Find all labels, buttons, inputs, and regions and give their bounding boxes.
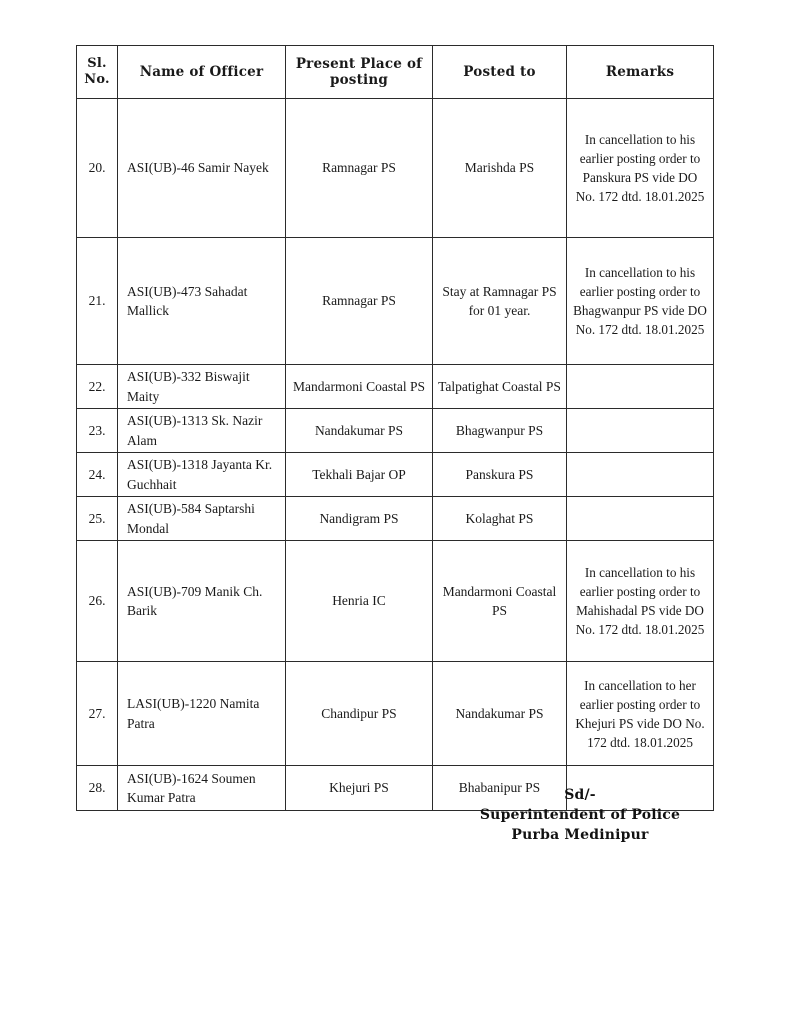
cell-posted-to: Talpatighat Coastal PS (432, 364, 567, 409)
cell-remarks: In cancellation to his earlier posting o… (566, 98, 714, 238)
cell-posted-to: Kolaghat PS (432, 496, 567, 541)
posting-table: Sl. No. Name of Officer Present Place of… (76, 45, 714, 811)
cell-remarks (566, 408, 714, 453)
cell-officer-name: ASI(UB)-1313 Sk. Nazir Alam (117, 408, 286, 453)
cell-present-place: Chandipur PS (285, 661, 433, 766)
cell-posted-to: Nandakumar PS (432, 661, 567, 766)
cell-present-place: Khejuri PS (285, 765, 433, 811)
signature-designation: Superintendent of Police (479, 806, 681, 823)
cell-officer-name: ASI(UB)-332 Biswajit Maity (117, 364, 286, 409)
column-header-posted-to: Posted to (432, 45, 567, 99)
cell-posted-to: Bhabanipur PS (432, 765, 567, 811)
column-header-sl-no-line2: No. (84, 72, 110, 87)
cell-sl-no: 21. (76, 237, 118, 365)
table-row: 26. ASI(UB)-709 Manik Ch. Barik Henria I… (76, 540, 714, 662)
cell-officer-name: ASI(UB)-584 Saptarshi Mondal (117, 496, 286, 541)
cell-sl-no: 28. (76, 765, 118, 811)
table-row: 23. ASI(UB)-1313 Sk. Nazir Alam Nandakum… (76, 408, 714, 453)
table-row: 28. ASI(UB)-1624 Soumen Kumar Patra Khej… (76, 765, 714, 811)
table-row: 27. LASI(UB)-1220 Namita Patra Chandipur… (76, 661, 714, 766)
cell-remarks (566, 496, 714, 541)
cell-officer-name: ASI(UB)-1318 Jayanta Kr. Guchhait (117, 452, 286, 497)
cell-remarks (566, 765, 714, 811)
cell-present-place: Nandakumar PS (285, 408, 433, 453)
cell-remarks (566, 452, 714, 497)
cell-remarks: In cancellation to his earlier posting o… (566, 540, 714, 662)
cell-posted-to: Bhagwanpur PS (432, 408, 567, 453)
table-row: 25. ASI(UB)-584 Saptarshi Mondal Nandigr… (76, 496, 714, 541)
cell-sl-no: 23. (76, 408, 118, 453)
column-header-remarks: Remarks (566, 45, 714, 99)
column-header-present-place-line1: Present Place of (295, 55, 423, 72)
cell-officer-name: ASI(UB)-46 Samir Nayek (117, 98, 286, 238)
cell-posted-to: Marishda PS (432, 98, 567, 238)
column-header-present-place-line2: posting (329, 72, 389, 88)
cell-officer-name: LASI(UB)-1220 Namita Patra (117, 661, 286, 766)
cell-remarks: In cancellation to his earlier posting o… (566, 237, 714, 365)
cell-sl-no: 25. (76, 496, 118, 541)
cell-sl-no: 24. (76, 452, 118, 497)
column-header-sl-no: Sl. No. (76, 45, 118, 99)
cell-present-place: Tekhali Bajar OP (285, 452, 433, 497)
table-row: 22. ASI(UB)-332 Biswajit Maity Mandarmon… (76, 364, 714, 409)
cell-present-place: Ramnagar PS (285, 98, 433, 238)
column-header-name: Name of Officer (117, 45, 286, 99)
table-row: 24. ASI(UB)-1318 Jayanta Kr. Guchhait Te… (76, 452, 714, 497)
cell-present-place: Mandarmoni Coastal PS (285, 364, 433, 409)
column-header-sl-no-line1: Sl. (87, 56, 107, 72)
signature-block: Sd/- Superintendent of Police Purba Medi… (420, 786, 740, 846)
cell-officer-name: ASI(UB)-709 Manik Ch. Barik (117, 540, 286, 662)
cell-remarks (566, 364, 714, 409)
cell-posted-to: Panskura PS (432, 452, 567, 497)
header-row: Sl. No. Name of Officer Present Place of… (76, 45, 714, 99)
signature-district: Purba Medinipur (511, 826, 649, 843)
cell-posted-to: Mandarmoni Coastal PS (432, 540, 567, 662)
cell-posted-to: Stay at Ramnagar PS for 01 year. (432, 237, 567, 365)
cell-remarks: In cancellation to her earlier posting o… (566, 661, 714, 766)
table-body: 20. ASI(UB)-46 Samir Nayek Ramnagar PS M… (76, 98, 714, 811)
cell-officer-name: ASI(UB)-473 Sahadat Mallick (117, 237, 286, 365)
cell-present-place: Nandigram PS (285, 496, 433, 541)
cell-sl-no: 20. (76, 98, 118, 238)
cell-sl-no: 26. (76, 540, 118, 662)
column-header-present-place: Present Place of posting (285, 45, 433, 99)
cell-sl-no: 27. (76, 661, 118, 766)
table-header: Sl. No. Name of Officer Present Place of… (76, 45, 714, 99)
signature-sd: Sd/- (564, 787, 596, 803)
table-row: 21. ASI(UB)-473 Sahadat Mallick Ramnagar… (76, 237, 714, 365)
cell-officer-name: ASI(UB)-1624 Soumen Kumar Patra (117, 765, 286, 811)
table-row: 20. ASI(UB)-46 Samir Nayek Ramnagar PS M… (76, 98, 714, 238)
cell-present-place: Henria IC (285, 540, 433, 662)
cell-present-place: Ramnagar PS (285, 237, 433, 365)
cell-sl-no: 22. (76, 364, 118, 409)
